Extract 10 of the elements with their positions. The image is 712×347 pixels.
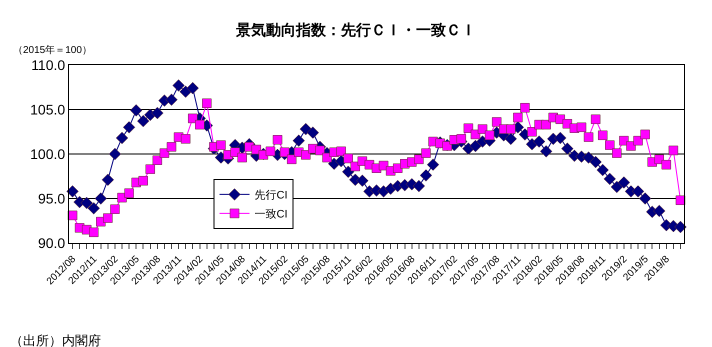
y-tick-label: 110.0 — [31, 56, 66, 73]
y-tick-label: 90.0 — [38, 234, 66, 251]
text: （出所）内閣府 — [10, 333, 101, 347]
y-tick-label: 95.0 — [38, 190, 66, 206]
y-tick-label: 105.0 — [30, 101, 66, 118]
chart-title: 景気動向指数：先行ＣＩ・一致ＣＩ — [235, 22, 476, 39]
legend-label: 一致CI — [254, 208, 288, 221]
y-tick-label: 100.0 — [30, 146, 66, 162]
y-axis-title: （2015年＝100） — [13, 44, 92, 56]
legend-label: 先行CI — [254, 188, 288, 202]
